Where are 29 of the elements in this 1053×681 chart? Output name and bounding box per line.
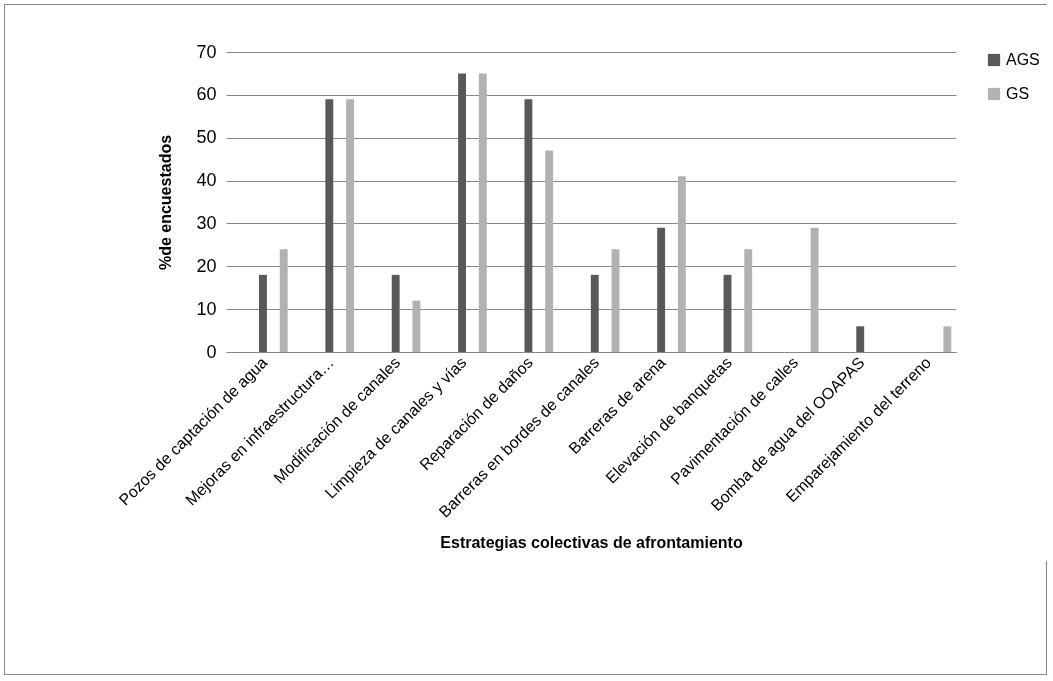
bar xyxy=(478,73,487,352)
legend-label: GS xyxy=(1006,85,1030,102)
bar xyxy=(657,227,666,352)
y-axis-title: %de encuestados xyxy=(157,134,175,271)
bar xyxy=(545,150,554,352)
bar xyxy=(346,99,354,352)
bar xyxy=(279,249,288,352)
y-tick-label: 0 xyxy=(206,341,217,362)
bar xyxy=(744,249,753,352)
bar xyxy=(325,99,334,352)
bar xyxy=(391,274,400,352)
y-tick-label: 50 xyxy=(196,127,217,148)
y-tick-label: 10 xyxy=(196,298,217,319)
bar xyxy=(458,73,466,352)
y-tick-label: 40 xyxy=(196,170,217,191)
bar xyxy=(810,227,819,352)
bar xyxy=(412,300,421,352)
bar xyxy=(590,274,599,352)
y-tick-label: 20 xyxy=(196,255,217,276)
y-tick-label: 70 xyxy=(196,41,217,62)
bar xyxy=(259,274,267,352)
y-tick-label: 30 xyxy=(196,212,217,233)
bar xyxy=(677,176,686,352)
y-tick-label: 60 xyxy=(196,84,217,105)
x-axis-title: Estrategias colectivas de afrontamiento xyxy=(440,533,743,551)
bar xyxy=(856,326,865,352)
bar xyxy=(524,99,533,352)
bar xyxy=(943,326,952,352)
legend-label: AGS xyxy=(1006,51,1040,68)
